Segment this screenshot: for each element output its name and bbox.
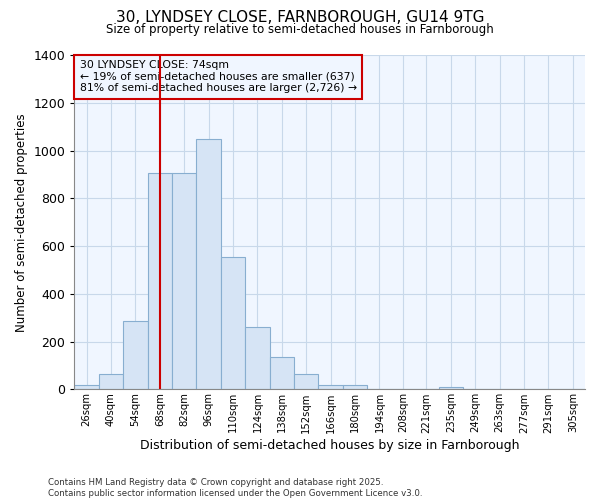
Bar: [99, 374, 123, 390]
Bar: [74, 385, 99, 390]
Bar: [294, 374, 319, 390]
Bar: [196, 138, 221, 390]
Text: 30 LYNDSEY CLOSE: 74sqm
← 19% of semi-detached houses are smaller (637)
81% of s: 30 LYNDSEY CLOSE: 74sqm ← 19% of semi-de…: [80, 60, 356, 93]
Text: Contains HM Land Registry data © Crown copyright and database right 2025.
Contai: Contains HM Land Registry data © Crown c…: [48, 478, 422, 498]
Y-axis label: Number of semi-detached properties: Number of semi-detached properties: [15, 113, 28, 332]
Bar: [172, 173, 196, 390]
Bar: [343, 384, 367, 390]
Bar: [123, 322, 148, 390]
Bar: [245, 328, 269, 390]
Bar: [148, 173, 172, 390]
Text: 30, LYNDSEY CLOSE, FARNBOROUGH, GU14 9TG: 30, LYNDSEY CLOSE, FARNBOROUGH, GU14 9TG: [116, 10, 484, 25]
Bar: [221, 257, 245, 390]
Bar: [319, 384, 343, 390]
X-axis label: Distribution of semi-detached houses by size in Farnborough: Distribution of semi-detached houses by …: [140, 440, 520, 452]
Bar: [269, 357, 294, 390]
Bar: [439, 386, 463, 390]
Text: Size of property relative to semi-detached houses in Farnborough: Size of property relative to semi-detach…: [106, 24, 494, 36]
